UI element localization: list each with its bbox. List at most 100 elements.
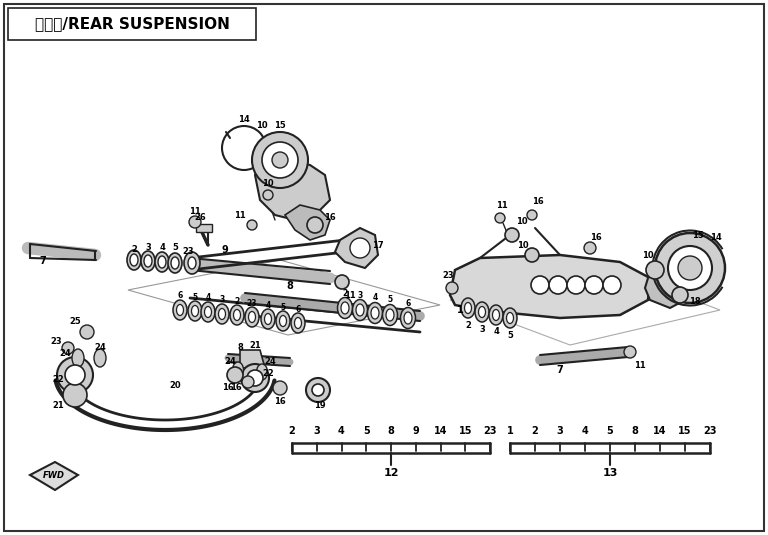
Circle shape: [531, 276, 549, 294]
Text: 25: 25: [69, 317, 81, 326]
Text: 3: 3: [557, 426, 564, 436]
Text: 6: 6: [296, 304, 300, 314]
Text: 1: 1: [457, 305, 463, 315]
Text: 23: 23: [247, 299, 257, 308]
Bar: [8, 8, 256, 40]
Text: 23: 23: [483, 426, 497, 436]
Text: 5: 5: [172, 242, 178, 251]
Polygon shape: [255, 160, 330, 220]
Circle shape: [446, 282, 458, 294]
Ellipse shape: [492, 310, 499, 320]
Circle shape: [273, 381, 287, 395]
Circle shape: [63, 383, 87, 407]
Polygon shape: [285, 205, 330, 240]
Text: 15: 15: [458, 426, 472, 436]
Ellipse shape: [188, 257, 196, 269]
Text: 26: 26: [194, 213, 206, 223]
Text: 16: 16: [274, 398, 286, 407]
Text: 14: 14: [434, 426, 447, 436]
Circle shape: [312, 384, 324, 396]
Text: 16: 16: [230, 384, 242, 393]
Ellipse shape: [215, 304, 229, 324]
Text: 2: 2: [465, 320, 471, 330]
Text: 6: 6: [177, 292, 183, 301]
Text: 15: 15: [692, 231, 704, 240]
Text: 16: 16: [590, 233, 602, 241]
Text: 21: 21: [249, 340, 261, 349]
Circle shape: [584, 242, 596, 254]
Ellipse shape: [280, 316, 286, 326]
Polygon shape: [196, 224, 212, 232]
Text: 23: 23: [703, 426, 717, 436]
Text: 9: 9: [412, 426, 419, 436]
Ellipse shape: [356, 304, 364, 316]
Circle shape: [678, 256, 702, 280]
Text: 8: 8: [237, 343, 243, 353]
Ellipse shape: [478, 307, 485, 317]
Circle shape: [672, 287, 688, 303]
Text: 5: 5: [507, 331, 513, 340]
Text: 19: 19: [314, 401, 326, 409]
Ellipse shape: [465, 302, 472, 314]
Text: 16: 16: [324, 213, 336, 223]
Text: 11: 11: [234, 210, 246, 219]
Text: 8: 8: [286, 281, 293, 291]
Ellipse shape: [72, 349, 84, 367]
Circle shape: [350, 238, 370, 258]
Ellipse shape: [219, 309, 226, 319]
Polygon shape: [240, 350, 265, 368]
Ellipse shape: [503, 308, 517, 328]
Ellipse shape: [173, 300, 187, 320]
Text: 5: 5: [193, 293, 197, 302]
Text: 22: 22: [52, 376, 64, 385]
Ellipse shape: [204, 307, 211, 317]
Ellipse shape: [249, 311, 256, 323]
Ellipse shape: [341, 302, 349, 314]
Text: 14: 14: [654, 426, 667, 436]
Text: 13: 13: [602, 468, 617, 478]
Text: 15: 15: [678, 426, 692, 436]
Ellipse shape: [475, 302, 489, 322]
Text: 2: 2: [343, 288, 348, 297]
Text: 后悬架/REAR SUSPENSION: 后悬架/REAR SUSPENSION: [35, 17, 230, 32]
Text: 16: 16: [532, 197, 544, 207]
Polygon shape: [30, 462, 78, 490]
Ellipse shape: [94, 349, 106, 367]
Circle shape: [306, 378, 330, 402]
Circle shape: [646, 261, 664, 279]
Text: 17: 17: [372, 241, 384, 249]
Text: 24: 24: [264, 357, 276, 366]
Text: 10: 10: [516, 218, 528, 226]
Circle shape: [624, 346, 636, 358]
Ellipse shape: [177, 304, 184, 316]
Text: 4: 4: [493, 327, 499, 337]
Circle shape: [567, 276, 585, 294]
Ellipse shape: [386, 309, 394, 321]
Ellipse shape: [261, 309, 275, 329]
Text: 8: 8: [388, 426, 395, 436]
Text: 22: 22: [262, 369, 274, 378]
Circle shape: [495, 213, 505, 223]
Text: 10: 10: [517, 241, 529, 249]
Text: 4: 4: [266, 301, 270, 310]
Circle shape: [527, 210, 537, 220]
Text: 11: 11: [189, 207, 201, 216]
Polygon shape: [645, 265, 690, 308]
Text: 2: 2: [234, 296, 240, 305]
Ellipse shape: [353, 300, 368, 320]
Circle shape: [252, 132, 308, 188]
Circle shape: [262, 142, 298, 178]
Polygon shape: [335, 228, 378, 268]
Circle shape: [272, 152, 288, 168]
Circle shape: [655, 233, 725, 303]
Text: 16: 16: [222, 384, 234, 393]
Text: FWD: FWD: [43, 471, 65, 480]
Ellipse shape: [368, 302, 382, 324]
Text: 10: 10: [642, 250, 654, 259]
Text: 8: 8: [631, 426, 638, 436]
Circle shape: [263, 190, 273, 200]
Circle shape: [585, 276, 603, 294]
Text: 3: 3: [313, 426, 320, 436]
Text: 4: 4: [581, 426, 588, 436]
Text: 1: 1: [507, 426, 513, 436]
